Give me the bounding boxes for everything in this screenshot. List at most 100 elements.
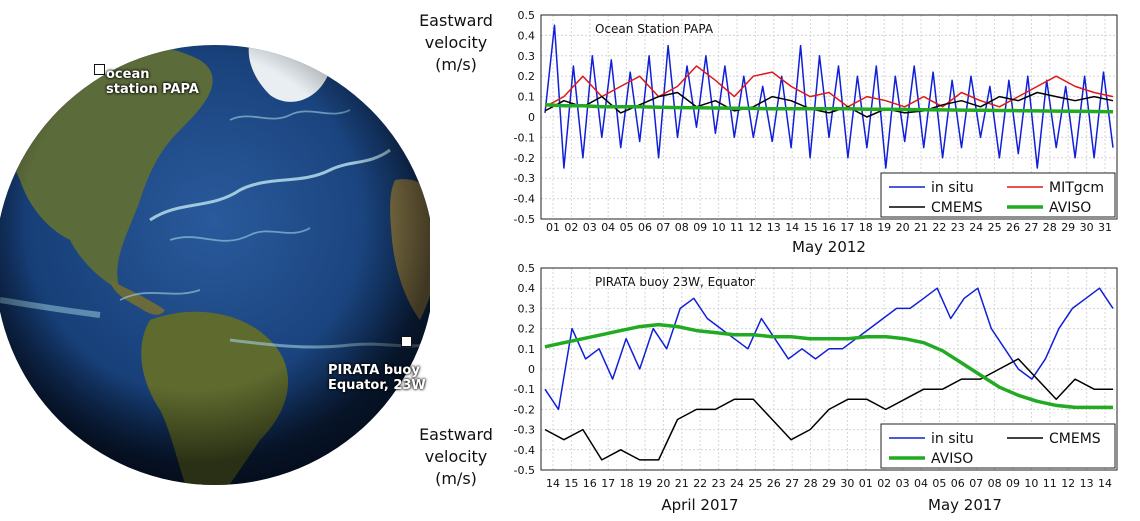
x-tick-label: 31	[1098, 221, 1112, 234]
x-tick-label: 07	[969, 477, 983, 490]
x-tick-label: 10	[712, 221, 726, 234]
x-axis-label: May 2012	[792, 238, 866, 256]
x-tick-label: 07	[656, 221, 670, 234]
x-tick-label: 03	[896, 477, 910, 490]
y-axis-label-line: (m/s)	[435, 469, 477, 488]
x-tick-label: 26	[1006, 221, 1020, 234]
x-tick-label: 15	[804, 221, 818, 234]
x-tick-label: 30	[840, 477, 854, 490]
x-axis-label-left: April 2017	[661, 496, 738, 514]
x-tick-label: 23	[712, 477, 726, 490]
x-tick-label: 17	[601, 477, 615, 490]
y-axis-label-line: velocity	[425, 33, 488, 52]
x-tick-label: 15	[564, 477, 578, 490]
x-tick-label: 11	[730, 221, 744, 234]
x-tick-label: 28	[1043, 221, 1057, 234]
legend-box	[880, 172, 1116, 218]
y-tick-label: 0.5	[518, 262, 536, 275]
series-line-in-situ	[544, 287, 1114, 411]
y-tick-label: -0.2	[514, 403, 535, 416]
x-tick-label: 16	[822, 221, 836, 234]
legend-box	[880, 423, 1116, 469]
chart-title: PIRATA buoy 23W, Equator	[595, 275, 755, 289]
y-axis-label-line: Eastward	[419, 425, 493, 444]
y-tick-label: 0.4	[518, 29, 536, 42]
y-axis-label-line: Eastward	[419, 11, 493, 30]
legend-label: CMEMS	[931, 200, 983, 216]
series-line-mitgcm	[544, 65, 1114, 108]
x-tick-label: 17	[840, 221, 854, 234]
x-tick-label: 19	[877, 221, 891, 234]
x-tick-label: 05	[932, 477, 946, 490]
x-tick-label: 12	[1061, 477, 1075, 490]
y-tick-label: -0.3	[514, 172, 535, 185]
y-tick-label: 0	[528, 363, 535, 376]
x-tick-label: 13	[1080, 477, 1094, 490]
x-tick-label: 08	[988, 477, 1002, 490]
station-papa-label: ocean station PAPA	[106, 67, 199, 97]
x-tick-label: 04	[601, 221, 615, 234]
x-tick-label: 02	[564, 221, 578, 234]
station-papa-label-line1: ocean	[106, 67, 150, 82]
x-tick-label: 05	[620, 221, 634, 234]
series-line-cmems	[544, 91, 1114, 118]
x-tick-label: 03	[583, 221, 597, 234]
pirata-buoy-marker	[401, 336, 412, 347]
legend-label: AVISO	[1049, 200, 1091, 216]
x-tick-label: 25	[988, 221, 1002, 234]
x-tick-label: 26	[767, 477, 781, 490]
x-tick-label: 11	[1043, 477, 1057, 490]
x-tick-label: 09	[693, 221, 707, 234]
x-tick-label: 29	[1061, 221, 1075, 234]
x-tick-label: 20	[896, 221, 910, 234]
x-tick-label: 14	[1098, 477, 1112, 490]
globe-panel: ocean station PAPA PIRATA buoy Equator, …	[0, 0, 435, 517]
y-tick-label: -0.5	[514, 464, 535, 477]
x-tick-label: 02	[877, 477, 891, 490]
x-tick-label: 29	[822, 477, 836, 490]
x-tick-label: 12	[748, 221, 762, 234]
x-tick-label: 09	[1006, 477, 1020, 490]
y-tick-label: 0.2	[518, 70, 536, 83]
y-tick-label: -0.5	[514, 213, 535, 226]
x-tick-label: 14	[546, 477, 560, 490]
axes-frame	[540, 14, 1118, 220]
x-tick-label: 01	[546, 221, 560, 234]
x-tick-label: 08	[675, 221, 689, 234]
globe-shading	[0, 45, 435, 485]
station-papa-label-line2: station PAPA	[106, 82, 199, 97]
globe-image	[0, 45, 435, 485]
x-tick-label: 21	[914, 221, 928, 234]
x-tick-label: 22	[932, 221, 946, 234]
legend-label: in situ	[931, 180, 974, 196]
legend-label: in situ	[931, 431, 974, 447]
y-tick-label: 0	[528, 111, 535, 124]
y-axis-label-line: velocity	[425, 447, 488, 466]
station-papa-marker	[94, 64, 105, 75]
x-tick-label: 22	[693, 477, 707, 490]
legend-label: AVISO	[931, 451, 973, 467]
legend-label: MITgcm	[1049, 180, 1104, 196]
x-tick-label: 23	[951, 221, 965, 234]
x-tick-label: 16	[583, 477, 597, 490]
legend-label: CMEMS	[1049, 431, 1101, 447]
y-tick-label: 0.1	[518, 91, 536, 104]
y-tick-label: -0.1	[514, 383, 535, 396]
y-tick-label: 0.2	[518, 323, 536, 336]
x-tick-label: 27	[1024, 221, 1038, 234]
y-tick-label: 0.3	[518, 302, 536, 315]
x-tick-label: 24	[730, 477, 744, 490]
x-tick-label: 28	[804, 477, 818, 490]
x-tick-label: 18	[859, 221, 873, 234]
axes-frame	[540, 267, 1118, 471]
x-tick-label: 19	[638, 477, 652, 490]
series-line-in-situ	[544, 24, 1114, 169]
x-tick-label: 13	[767, 221, 781, 234]
chart-title: Ocean Station PAPA	[595, 22, 714, 36]
y-tick-label: -0.4	[514, 444, 535, 457]
x-tick-label: 04	[914, 477, 928, 490]
x-axis-label-right: May 2017	[928, 496, 1002, 514]
x-tick-label: 06	[638, 221, 652, 234]
pirata-label-line2: Equator, 23W	[328, 378, 426, 393]
